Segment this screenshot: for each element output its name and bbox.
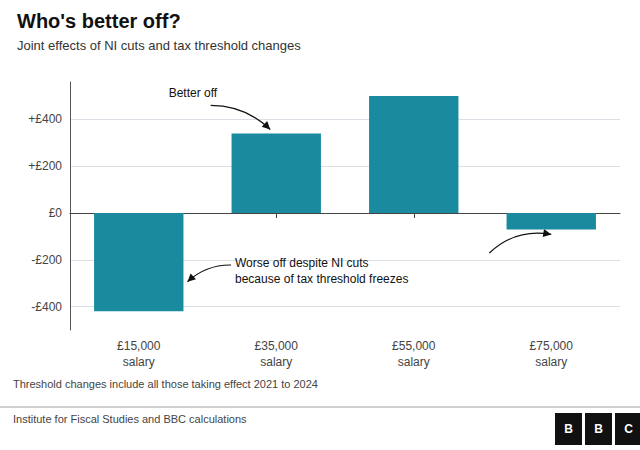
svg-text:-£200: -£200	[31, 253, 62, 267]
svg-text:£55,000: £55,000	[392, 339, 436, 353]
svg-text:Joint effects of NI cuts and t: Joint effects of NI cuts and tax thresho…	[17, 38, 301, 53]
svg-text:because of tax threshold freez: because of tax threshold freezes	[235, 272, 408, 286]
svg-text:Worse off despite NI cuts: Worse off despite NI cuts	[235, 256, 369, 270]
svg-text:+£200: +£200	[28, 159, 62, 173]
svg-text:C: C	[624, 422, 633, 436]
svg-text:Better off: Better off	[169, 86, 218, 100]
svg-text:+£400: +£400	[28, 112, 62, 126]
svg-text:salary: salary	[123, 355, 155, 369]
svg-text:B: B	[594, 422, 603, 436]
svg-text:salary: salary	[535, 355, 567, 369]
svg-text:-£400: -£400	[31, 300, 62, 314]
svg-text:£35,000: £35,000	[255, 339, 299, 353]
svg-text:£75,000: £75,000	[530, 339, 574, 353]
svg-text:Threshold changes include all: Threshold changes include all those taki…	[13, 378, 318, 390]
svg-text:£0: £0	[49, 206, 63, 220]
svg-text:B: B	[564, 422, 573, 436]
svg-text:salary: salary	[398, 355, 430, 369]
svg-text:Who's better off?: Who's better off?	[17, 10, 181, 32]
svg-text:salary: salary	[260, 355, 292, 369]
svg-text:£15,000: £15,000	[117, 339, 161, 353]
svg-text:Institute for Fiscal Studies a: Institute for Fiscal Studies and BBC cal…	[13, 413, 247, 425]
